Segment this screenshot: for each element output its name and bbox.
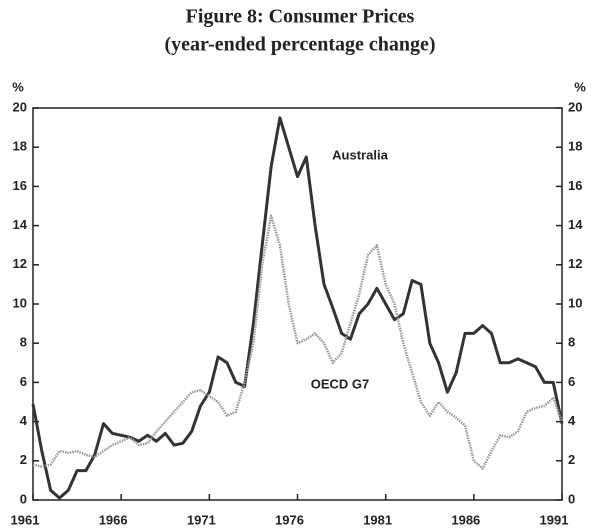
- x-tick-label: 1986: [451, 512, 480, 527]
- x-tick-label: 1966: [99, 512, 128, 527]
- y-tick-label: 8: [20, 335, 27, 350]
- y2-tick-label: 8: [568, 335, 575, 350]
- y-tick-label: 6: [20, 374, 27, 389]
- x-tick-label: 1976: [275, 512, 304, 527]
- y2-tick-label: 14: [568, 217, 583, 232]
- series-line: [32, 214, 564, 470]
- y-tick-label: 2: [20, 452, 27, 467]
- series-label: Australia: [332, 147, 388, 162]
- y-tick-label: 12: [13, 256, 27, 271]
- y2-tick-label: 20: [568, 99, 582, 114]
- y2-tick-label: 10: [568, 295, 582, 310]
- x-tick-label: 1961: [11, 512, 40, 527]
- y-tick-label: 4: [20, 413, 28, 428]
- y2-tick-label: 2: [568, 452, 575, 467]
- y-axis-label: %: [12, 79, 24, 94]
- plot-frame: [32, 107, 563, 501]
- series-line: [31, 116, 564, 500]
- y2-tick-label: 4: [568, 413, 576, 428]
- x-tick-label: 1971: [187, 512, 216, 527]
- y-tick-label: 20: [13, 99, 27, 114]
- series-label: OECD G7: [311, 376, 370, 391]
- y2-tick-label: 0: [568, 491, 575, 506]
- y2-tick-label: 6: [568, 374, 575, 389]
- y2-tick-label: 18: [568, 139, 582, 154]
- chart-title: Figure 8: Consumer Prices: [186, 6, 415, 28]
- y-tick-label: 18: [13, 139, 27, 154]
- x-tick-label: 1991: [540, 512, 569, 527]
- y-tick-label: 0: [20, 491, 27, 506]
- y-tick-label: 16: [13, 178, 27, 193]
- x-tick-label: 1981: [363, 512, 392, 527]
- y-tick-label: 14: [13, 217, 28, 232]
- y2-tick-label: 12: [568, 256, 582, 271]
- y2-axis-label: %: [574, 79, 586, 94]
- y2-tick-label: 16: [568, 178, 582, 193]
- chart-subtitle: (year-ended percentage change): [164, 34, 435, 56]
- y-tick-label: 10: [13, 295, 27, 310]
